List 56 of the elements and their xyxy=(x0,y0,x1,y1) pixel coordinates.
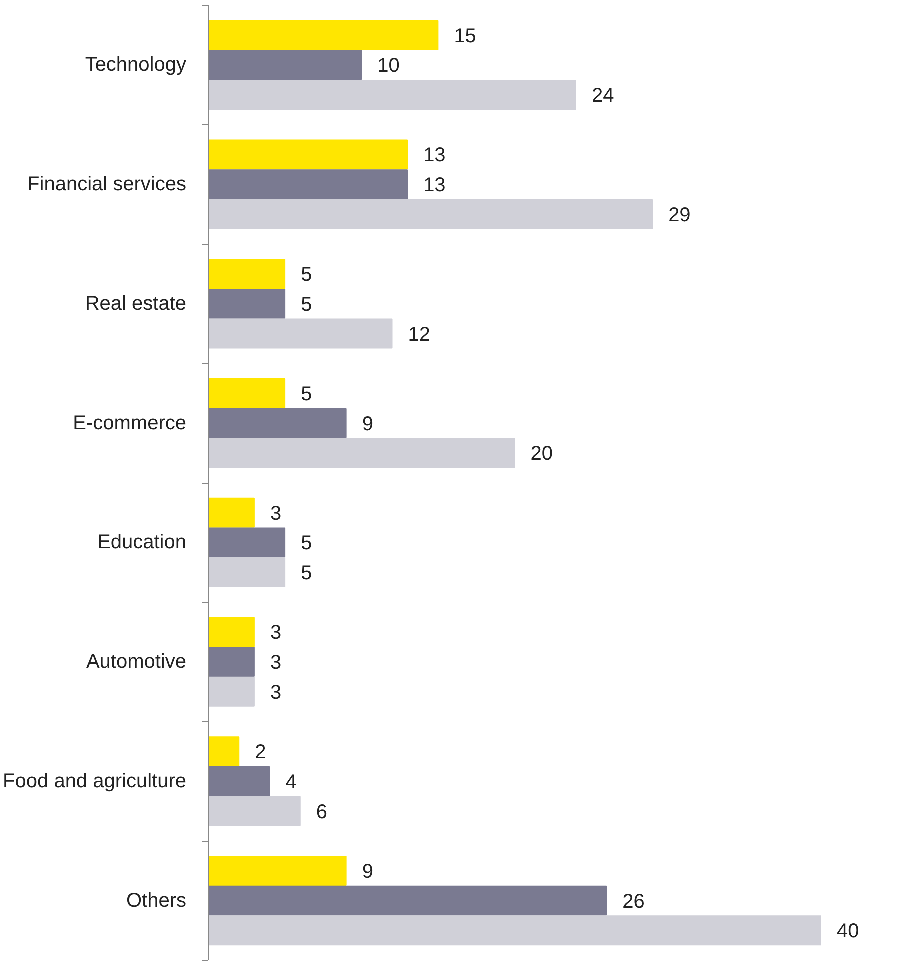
bar xyxy=(208,856,347,886)
y-tick-label: Real estate xyxy=(85,292,186,315)
data-label: 3 xyxy=(270,622,282,644)
data-label: 29 xyxy=(668,204,691,226)
data-label: 9 xyxy=(362,413,374,436)
data-label: 12 xyxy=(408,324,430,346)
data-label: 10 xyxy=(378,55,400,78)
bar xyxy=(208,378,286,408)
bar xyxy=(208,528,286,558)
data-label: 5 xyxy=(301,383,312,406)
bar xyxy=(208,259,286,290)
bar xyxy=(208,170,408,200)
data-label: 3 xyxy=(270,652,282,674)
bar xyxy=(208,796,301,826)
data-label: 26 xyxy=(622,890,645,913)
bar xyxy=(208,288,286,319)
bar xyxy=(208,80,576,110)
y-tick-label: Education xyxy=(98,532,187,554)
bar xyxy=(208,647,255,678)
bar xyxy=(208,318,393,349)
y-tick-label: E-commerce xyxy=(73,412,187,434)
data-label: 3 xyxy=(270,502,282,525)
bar xyxy=(208,498,255,528)
data-label: 5 xyxy=(301,294,312,316)
bar xyxy=(208,50,362,80)
data-label: 5 xyxy=(301,562,312,585)
bar xyxy=(208,736,240,767)
bar xyxy=(208,558,286,588)
bar xyxy=(208,408,347,438)
bar xyxy=(208,617,255,648)
y-tick-label: Food and agriculture xyxy=(3,770,187,792)
data-label: 3 xyxy=(270,682,282,704)
y-tick-label: Financial services xyxy=(28,174,187,196)
data-label: 5 xyxy=(301,532,312,555)
data-label: 2 xyxy=(255,742,266,764)
bar xyxy=(208,20,439,50)
data-label: 15 xyxy=(454,25,476,48)
data-label: 6 xyxy=(316,801,328,824)
bar xyxy=(208,438,516,468)
bar xyxy=(208,676,255,707)
bar xyxy=(208,140,408,170)
data-label: 9 xyxy=(362,860,374,883)
bar xyxy=(208,916,822,946)
data-label: 40 xyxy=(837,920,860,943)
data-label: 13 xyxy=(424,144,446,167)
y-tick-label: Technology xyxy=(85,54,187,76)
bar xyxy=(208,886,608,916)
data-label: 5 xyxy=(301,264,312,286)
bar xyxy=(208,766,270,796)
bar xyxy=(208,199,654,230)
data-label: 13 xyxy=(424,174,446,197)
y-tick-label: Automotive xyxy=(86,651,187,674)
data-label: 4 xyxy=(286,771,297,794)
y-tick-label: Others xyxy=(126,890,187,912)
data-label: 24 xyxy=(592,85,614,108)
data-label: 20 xyxy=(530,443,553,466)
